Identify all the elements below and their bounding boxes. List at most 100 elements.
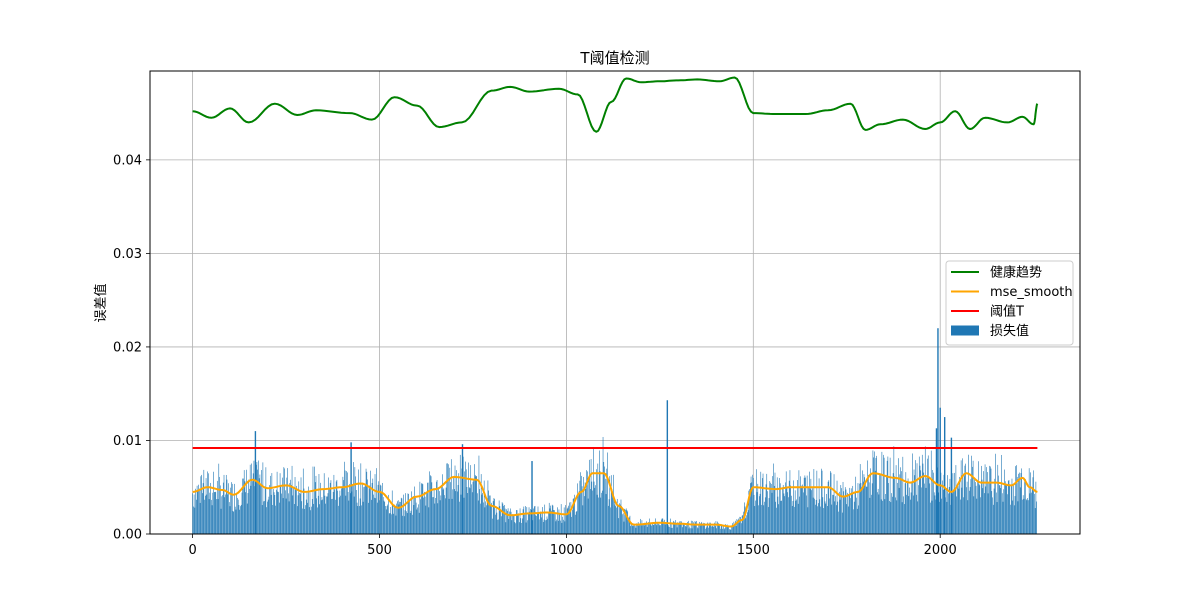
loss-bar	[689, 526, 691, 534]
loss-bar	[493, 498, 495, 534]
loss-bar	[334, 489, 335, 534]
loss-bar	[305, 499, 307, 534]
loss-bar	[758, 505, 759, 534]
loss-bar	[220, 508, 222, 534]
loss-bar	[575, 511, 577, 534]
loss-bar	[308, 486, 309, 534]
loss-bar	[243, 478, 244, 534]
loss-bar	[651, 525, 652, 534]
loss-bar	[240, 504, 242, 534]
loss-bar	[830, 472, 832, 534]
x-tick-label: 1500	[737, 543, 770, 558]
loss-bar	[323, 473, 325, 534]
loss-bar	[776, 507, 777, 534]
loss-bar	[513, 515, 515, 534]
loss-bar	[743, 511, 744, 534]
loss-bar	[265, 467, 267, 534]
loss-bar	[806, 495, 807, 534]
loss-bar	[907, 478, 909, 534]
loss-bar	[556, 519, 557, 534]
loss-bar	[692, 520, 694, 534]
loss-bar	[686, 523, 688, 534]
loss-bar	[855, 476, 857, 534]
loss-bar	[273, 492, 275, 534]
loss-bar	[900, 467, 901, 534]
loss-bar	[972, 460, 974, 534]
loss-bar	[326, 496, 327, 534]
loss-bar	[268, 496, 270, 534]
loss-bar	[558, 509, 560, 534]
loss-bar	[508, 518, 510, 534]
loss-bar	[759, 493, 761, 534]
loss-bar	[239, 509, 241, 534]
loss-bar	[996, 502, 998, 534]
loss-bar	[648, 522, 649, 534]
loss-bar	[995, 453, 996, 534]
loss-bar	[941, 498, 942, 534]
legend-swatch	[951, 325, 979, 336]
loss-bar	[1006, 484, 1008, 534]
loss-bar	[613, 498, 615, 534]
loss-bar	[279, 502, 280, 534]
loss-bar	[892, 496, 893, 534]
loss-bar	[405, 493, 406, 534]
loss-bar	[562, 516, 563, 534]
loss-bar	[231, 483, 233, 534]
loss-bar	[751, 482, 753, 534]
loss-bar	[687, 520, 689, 534]
loss-bar	[693, 522, 694, 534]
loss-bar	[712, 525, 714, 534]
loss-bar	[844, 495, 845, 534]
loss-bar	[431, 482, 433, 534]
loss-bar	[212, 492, 214, 534]
loss-bar	[995, 492, 997, 534]
loss-bar	[392, 504, 394, 534]
loss-bar	[810, 478, 812, 534]
loss-bar	[896, 500, 898, 534]
loss-bar	[794, 506, 795, 534]
loss-bar	[680, 521, 682, 534]
loss-bar	[596, 494, 598, 534]
loss-bar	[927, 458, 928, 534]
loss-bar	[492, 518, 493, 534]
loss-bar	[1013, 505, 1015, 534]
loss-bar	[886, 474, 887, 534]
loss-bar	[687, 522, 688, 534]
loss-bar	[293, 486, 294, 534]
loss-bar	[331, 499, 332, 534]
loss-bar	[338, 497, 340, 534]
loss-bar	[772, 476, 774, 534]
loss-bar	[696, 527, 698, 534]
loss-bar	[816, 470, 818, 534]
loss-bar	[832, 494, 833, 534]
loss-bar	[231, 482, 232, 534]
loss-bar	[1032, 477, 1034, 534]
loss-bar	[898, 458, 899, 534]
loss-bar	[636, 523, 637, 534]
loss-bar	[950, 504, 951, 534]
loss-bar	[827, 506, 828, 534]
loss-bar	[960, 460, 962, 534]
loss-bar	[436, 480, 438, 534]
loss-bar	[964, 465, 966, 534]
loss-bar	[418, 504, 419, 534]
loss-bar	[859, 464, 861, 534]
loss-bar	[805, 477, 806, 534]
loss-bar	[791, 495, 792, 534]
loss-bar	[596, 469, 597, 534]
loss-bar	[817, 506, 818, 534]
loss-bar	[366, 471, 368, 534]
loss-bar	[1002, 501, 1004, 534]
loss-bar	[193, 506, 194, 534]
loss-bar	[634, 525, 635, 534]
loss-bar	[263, 501, 264, 534]
loss-bar	[961, 487, 963, 534]
loss-bar	[978, 484, 980, 534]
loss-bar	[1030, 472, 1031, 534]
y-axis: 0.00 0.01 0.02 0.03 0.04	[113, 153, 150, 543]
loss-bar	[755, 469, 757, 534]
loss-bar	[399, 501, 400, 534]
loss-bar	[193, 494, 195, 534]
loss-bar	[588, 477, 590, 534]
loss-bar	[594, 487, 596, 534]
